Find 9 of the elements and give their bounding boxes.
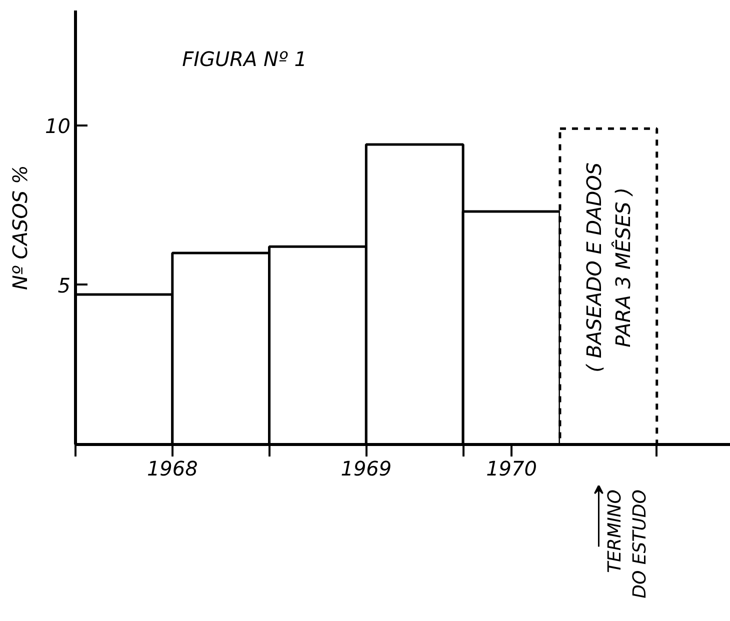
x-tick-label: 1970 [486,456,537,480]
x-tick-label: 1968 [146,456,198,480]
annotation: ( BASEADO E DADOS PARA 3 MÊSES ) [582,162,635,372]
x-tick-label: 1969 [340,456,392,480]
y-tick-label: 10 [45,114,71,138]
y-axis-title: Nº CASOS % [8,165,32,290]
text: TERMINO DO ESTUDO [604,490,651,598]
y-tick-label: 5 [58,273,71,298]
text: FIGURA Nº 1 [182,47,308,72]
